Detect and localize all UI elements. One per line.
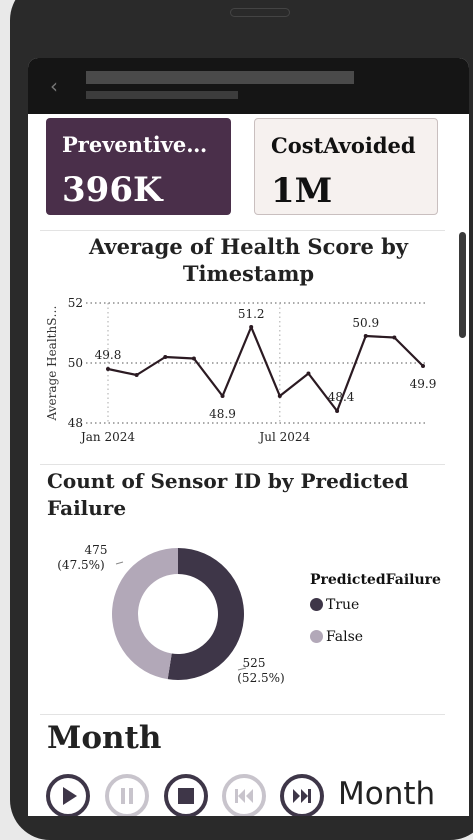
donut-legend: PredictedFailure True False — [310, 572, 441, 645]
phone-notch — [230, 8, 290, 17]
data-point[interactable] — [106, 367, 110, 371]
donut-chart[interactable]: 525(52.5%) 475(47.5%) — [28, 536, 308, 696]
y-tick-label: 48 — [68, 416, 83, 430]
legend-item-false[interactable]: False — [310, 629, 363, 645]
app-header: ‹ — [28, 58, 469, 114]
leader-line — [115, 561, 124, 565]
kpi-label: CostAvoided — [271, 133, 416, 158]
data-point[interactable] — [163, 355, 168, 359]
kpi-value: 1M — [271, 171, 333, 211]
play-button[interactable] — [46, 774, 90, 816]
data-point[interactable] — [306, 371, 311, 376]
legend-label: True — [326, 597, 360, 613]
data-point[interactable] — [191, 356, 196, 361]
data-label: 49.9 — [410, 377, 437, 391]
data-point[interactable] — [335, 409, 340, 413]
kpi-value: 396K — [62, 170, 163, 210]
data-point[interactable] — [363, 334, 368, 338]
data-point[interactable] — [134, 373, 139, 377]
kpi-card-preventive[interactable]: Preventive… 396K — [46, 118, 231, 215]
x-tick-label: Jul 2024 — [257, 430, 310, 444]
data-label: 49.8 — [95, 348, 122, 362]
kpi-label: Preventive… — [62, 132, 208, 157]
pause-button[interactable] — [105, 774, 149, 816]
slice-percent-label: (52.5%) — [237, 671, 284, 685]
y-tick-label: 50 — [68, 356, 83, 370]
leader-line — [237, 667, 247, 671]
slice-value-label: 525 — [243, 656, 266, 670]
slice-value-label: 475 — [85, 543, 108, 557]
skip-back-icon — [226, 778, 262, 814]
visual-divider — [40, 224, 445, 231]
donut-chart-title: Count of Sensor ID by Predicted Failure — [47, 469, 409, 520]
donut-slice-true[interactable] — [167, 548, 244, 680]
report-title-placeholder — [86, 71, 354, 84]
stop-icon — [168, 778, 204, 814]
slice-percent-label: (47.5%) — [57, 558, 104, 572]
visual-divider — [40, 458, 445, 465]
donut-slice-false[interactable] — [112, 548, 178, 680]
data-label: 48.9 — [209, 407, 236, 421]
legend-item-true[interactable]: True — [310, 597, 359, 613]
play-icon — [50, 778, 86, 814]
line-chart-title: Average of Health Score by Timestamp — [88, 234, 409, 286]
visual-divider — [40, 708, 445, 715]
data-point[interactable] — [277, 394, 282, 398]
legend-dot-false — [310, 630, 323, 643]
app-screen: ‹ Preventive… 396K CostAvoided 1M Averag… — [28, 58, 469, 816]
skip-forward-icon — [284, 778, 320, 814]
line-chart[interactable]: 48 50 52 Average HealthS… Jan 2024 Jul 2024 49… — [28, 293, 469, 453]
legend-title: PredictedFailure — [310, 572, 441, 588]
stop-button[interactable] — [164, 774, 208, 816]
data-point[interactable] — [392, 335, 397, 340]
pause-icon — [109, 778, 145, 814]
legend-dot-true — [310, 598, 323, 611]
data-point[interactable] — [249, 325, 254, 329]
data-label: 48.4 — [328, 390, 355, 404]
skip-forward-button[interactable] — [280, 774, 324, 816]
y-tick-label: 52 — [68, 296, 83, 310]
slicer-title: Month — [47, 720, 162, 756]
y-axis-label: Average HealthS… — [45, 306, 59, 422]
report-subtitle-placeholder — [86, 91, 238, 99]
legend-label: False — [326, 629, 364, 645]
data-label: 51.2 — [238, 307, 265, 321]
back-chevron-icon[interactable]: ‹ — [50, 74, 58, 98]
skip-back-button[interactable] — [222, 774, 266, 816]
slicer-current-value: Month — [338, 776, 436, 812]
x-tick-label: Jan 2024 — [79, 430, 135, 444]
vertical-scrollbar[interactable] — [459, 232, 466, 338]
series-line[interactable] — [107, 325, 424, 413]
data-label: 50.9 — [352, 316, 379, 330]
data-point[interactable] — [220, 394, 225, 398]
kpi-card-cost-avoided[interactable]: CostAvoided 1M — [254, 118, 438, 215]
data-point[interactable] — [421, 364, 425, 368]
